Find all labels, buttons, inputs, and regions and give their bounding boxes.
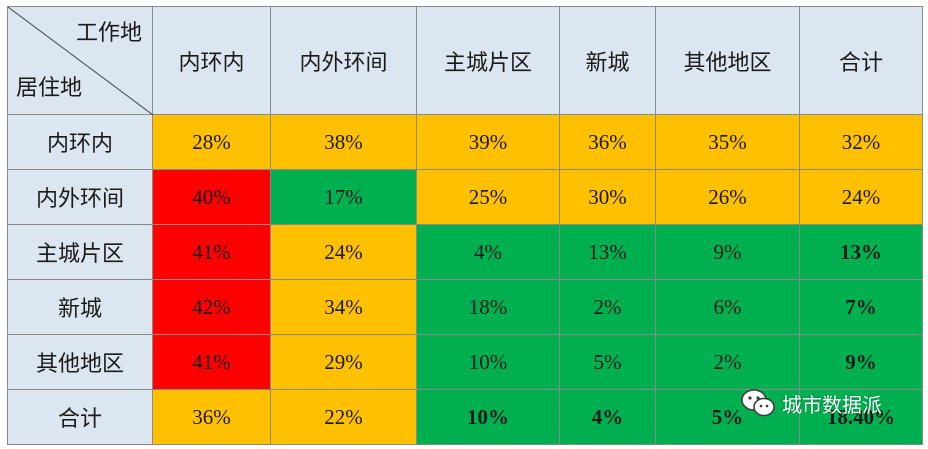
row-header-cell: 合计 <box>7 389 153 445</box>
table-cell: 13% <box>799 224 923 280</box>
table-cell: 9% <box>799 334 923 390</box>
table-cell: 40% <box>152 169 271 225</box>
table-row: 新城 42% 34% 18% 2% 6% 7% <box>7 279 923 335</box>
col-header-between-rings: 内外环间 <box>270 6 417 115</box>
table-cell: 28% <box>152 114 271 170</box>
table-cell: 36% <box>559 114 656 170</box>
table-cell: 4% <box>559 389 656 445</box>
table-row: 内环内 28% 38% 39% 36% 35% 32% <box>7 114 923 170</box>
table-cell: 18.40% <box>799 389 923 445</box>
row-header-cell: 主城片区 <box>7 224 153 280</box>
corner-diagonal-line <box>8 7 153 115</box>
row-header-cell: 其他地区 <box>7 334 153 390</box>
col-header-other-areas: 其他地区 <box>655 6 800 115</box>
header-row: 工作地 居住地 内环内 内外环间 主城片区 新城 其他地区 合计 <box>7 6 923 115</box>
table-row: 其他地区 41% 29% 10% 5% 2% 9% <box>7 334 923 390</box>
table-row: 内外环间 40% 17% 25% 30% 26% 24% <box>7 169 923 225</box>
table-cell: 10% <box>416 389 560 445</box>
col-header-total: 合计 <box>799 6 923 115</box>
table-cell: 13% <box>559 224 656 280</box>
row-header-cell: 新城 <box>7 279 153 335</box>
col-header-main-city: 主城片区 <box>416 6 560 115</box>
wechat-icon <box>741 389 775 417</box>
col-header-inner-ring: 内环内 <box>152 6 271 115</box>
table-cell: 39% <box>416 114 560 170</box>
row-header-cell: 内外环间 <box>7 169 153 225</box>
table-cell: 24% <box>799 169 923 225</box>
table-cell: 7% <box>799 279 923 335</box>
od-matrix-table: 工作地 居住地 内环内 内外环间 主城片区 新城 其他地区 合计 内环内 28% 3… <box>7 6 923 445</box>
table-cell: 22% <box>270 389 417 445</box>
watermark: 城市数据派 <box>740 388 882 418</box>
table-row: 合计 36% 22% 10% 4% 5% 18.40% <box>7 389 923 445</box>
table-cell: 32% <box>799 114 923 170</box>
table-cell: 30% <box>559 169 656 225</box>
table-cell: 34% <box>270 279 417 335</box>
table-cell: 41% <box>152 334 271 390</box>
table-row: 主城片区 41% 24% 4% 13% 9% 13% <box>7 224 923 280</box>
corner-header-cell: 工作地 居住地 <box>7 6 153 115</box>
table-cell: 4% <box>416 224 560 280</box>
table-cell: 36% <box>152 389 271 445</box>
table-cell: 42% <box>152 279 271 335</box>
table-cell: 17% <box>270 169 417 225</box>
watermark-text: 城市数据派 <box>782 392 882 417</box>
table-cell: 9% <box>655 224 800 280</box>
corner-workplace-label: 工作地 <box>75 21 142 46</box>
table-cell: 18% <box>416 279 560 335</box>
col-header-new-town: 新城 <box>559 6 656 115</box>
corner-residence-label: 居住地 <box>16 76 83 101</box>
table-cell: 25% <box>416 169 560 225</box>
table-cell: 2% <box>559 279 656 335</box>
table-cell: 10% <box>416 334 560 390</box>
table-cell: 5% <box>655 389 800 445</box>
table-cell: 29% <box>270 334 417 390</box>
table-cell: 35% <box>655 114 800 170</box>
table-cell: 5% <box>559 334 656 390</box>
table-cell: 6% <box>655 279 800 335</box>
table-cell: 24% <box>270 224 417 280</box>
table-cell: 2% <box>655 334 800 390</box>
row-header-cell: 内环内 <box>7 114 153 170</box>
table-cell: 41% <box>152 224 271 280</box>
table-cell: 38% <box>270 114 417 170</box>
table-cell: 26% <box>655 169 800 225</box>
